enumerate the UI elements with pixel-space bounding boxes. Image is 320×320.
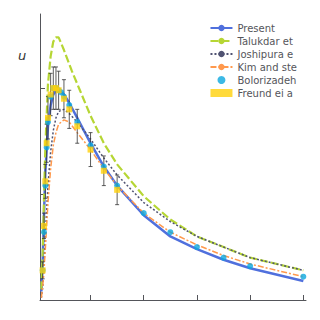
svg-text:Freund ei a: Freund ei a	[237, 88, 293, 99]
svg-text:u: u	[18, 48, 26, 63]
svg-text:Bolorizadeh: Bolorizadeh	[237, 75, 296, 86]
svg-text:Kim and ste: Kim and ste	[237, 62, 297, 73]
svg-text:Joshipura e: Joshipura e	[236, 49, 293, 60]
svg-text:Talukdar et: Talukdar et	[236, 36, 292, 47]
svg-text:Present: Present	[237, 23, 275, 34]
